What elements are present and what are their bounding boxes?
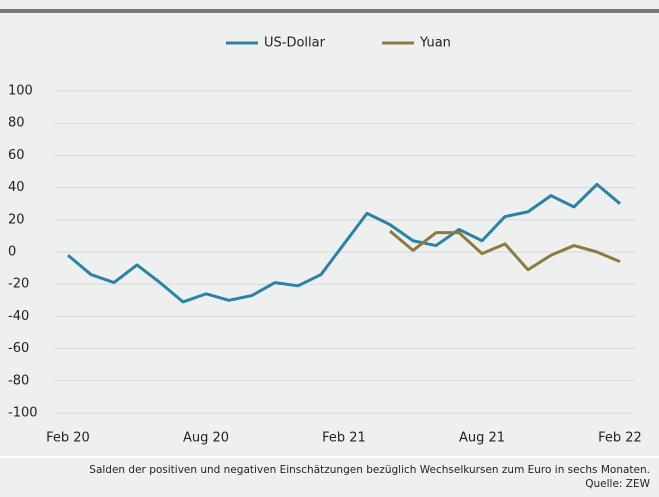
y-tick-label: 20	[8, 212, 25, 227]
y-tick-label: 80	[8, 116, 25, 131]
y-tick-label: -100	[8, 406, 38, 421]
source: Quelle: ZEW	[585, 478, 650, 490]
y-tick-label: 0	[8, 245, 16, 260]
x-tick-label: Feb 21	[322, 431, 366, 446]
legend-label: Yuan	[419, 36, 451, 51]
y-tick-label: 60	[8, 148, 25, 163]
x-tick-label: Feb 20	[46, 431, 90, 446]
y-tick-label: -40	[8, 309, 29, 324]
y-tick-label: -80	[8, 373, 29, 388]
y-tick-label: 100	[8, 84, 33, 99]
caption: Salden der positiven und negativen Einsc…	[89, 464, 650, 476]
line-series	[67, 182, 621, 304]
x-tick-label: Aug 20	[183, 431, 229, 446]
top-bar	[0, 9, 659, 13]
y-tick-label: 40	[8, 180, 25, 195]
y-tick-label: -60	[8, 341, 29, 356]
x-tick-label: Feb 22	[598, 431, 642, 446]
y-tick-label: -20	[8, 277, 29, 292]
legend-label: US-Dollar	[264, 36, 326, 51]
line-series	[389, 229, 621, 272]
x-tick-label: Aug 21	[459, 431, 505, 446]
